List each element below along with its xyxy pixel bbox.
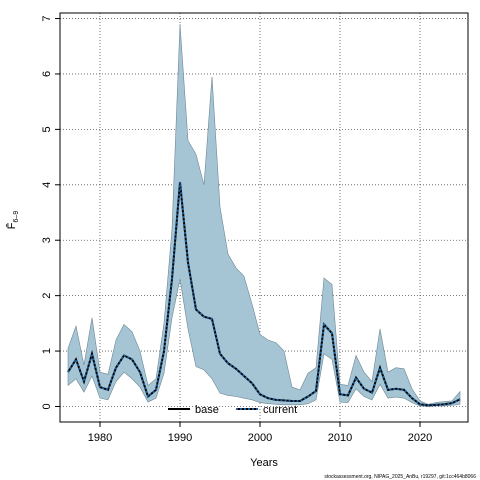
x-axis-label: Years (250, 457, 278, 469)
confidence-band (67, 24, 461, 407)
plot-frame (59, 12, 469, 423)
y-tick-label: 7 (41, 15, 53, 21)
y-tick-label: 6 (41, 71, 53, 77)
legend-base-label: base (195, 404, 219, 416)
y-tick-label: 5 (41, 126, 53, 132)
x-tick-label: 2000 (248, 432, 272, 444)
y-tick-label: 3 (41, 237, 53, 243)
y-axis-label-main: F̄ (5, 222, 18, 229)
svg-text:F̄6–9: F̄6–9 (5, 211, 20, 230)
y-tick-label: 0 (41, 403, 53, 409)
x-tick-label: 1980 (88, 432, 112, 444)
y-axis-label: F̄6–9 (5, 211, 20, 230)
x-tick-label: 2020 (408, 432, 432, 444)
legend: base current (168, 404, 297, 416)
legend-current-label: current (263, 404, 297, 416)
series-current-dots (67, 181, 461, 407)
y-axis: 0 1 2 3 4 5 6 7 (41, 15, 60, 410)
y-axis-label-subscript: 6–9 (13, 211, 20, 223)
y-tick-label: 2 (41, 293, 53, 299)
y-tick-label: 4 (41, 182, 53, 188)
x-axis: 1980 1990 2000 2010 2020 (88, 422, 432, 444)
y-tick-label: 1 (41, 348, 53, 354)
series-lines (67, 181, 461, 407)
x-tick-label: 2010 (328, 432, 352, 444)
x-tick-label: 1990 (168, 432, 192, 444)
credit-text: stockassessment.org, NIPAG_2025_AnBu, r1… (324, 474, 476, 480)
